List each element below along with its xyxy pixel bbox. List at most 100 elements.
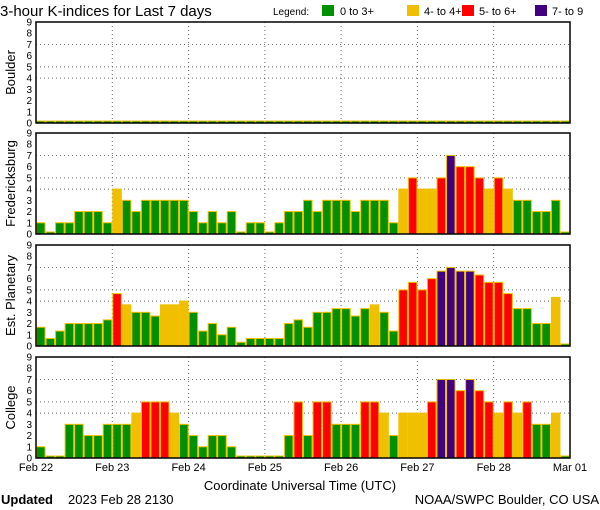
k-index-bar	[531, 211, 542, 235]
y-tick-label: 4	[26, 409, 32, 420]
panels: 0123456789Boulder0123456789Fredericksbur…	[3, 18, 571, 465]
panel-frame	[35, 356, 571, 459]
k-index-bar	[522, 308, 532, 347]
legend-swatch-red	[462, 5, 474, 16]
k-index-bar	[465, 166, 475, 235]
y-tick-label: 0	[26, 342, 32, 353]
k-index-bar	[436, 177, 447, 235]
k-index-bar	[512, 199, 523, 235]
k-index-bar	[426, 188, 437, 235]
k-index-bar	[426, 401, 437, 459]
y-tick-label: 4	[26, 74, 32, 85]
y-tick-label: 4	[26, 185, 32, 196]
k-index-bar	[541, 423, 551, 459]
k-index-bar	[112, 423, 122, 459]
y-tick-label: 6	[26, 51, 32, 62]
k-index-bar	[74, 423, 84, 459]
y-tick-label: 6	[26, 274, 32, 285]
y-tick-label: 7	[26, 263, 32, 274]
k-index-bar	[198, 222, 208, 235]
x-tick-label: Feb 26	[324, 462, 358, 474]
k-index-bar	[255, 337, 265, 347]
k-index-bar	[493, 177, 504, 235]
k-index-bar	[388, 222, 399, 235]
k-index-bar	[188, 435, 199, 459]
y-tick-label: 2	[26, 96, 32, 107]
k-index-bar	[245, 222, 256, 235]
k-index-bar	[446, 266, 456, 347]
y-tick-label: 3	[26, 196, 32, 207]
y-tick-label: 8	[26, 252, 32, 263]
k-index-bar	[64, 323, 75, 347]
k-index-bar	[474, 177, 485, 235]
k-index-bar	[179, 199, 189, 235]
y-tick-label: 8	[26, 140, 32, 151]
legend-swatch-green	[322, 5, 334, 16]
legend-label: Legend:	[273, 7, 309, 18]
updated-label: Updated	[1, 492, 53, 507]
k-index-bar	[159, 401, 170, 459]
k-index-bar	[83, 211, 94, 235]
k-index-bar	[303, 199, 313, 235]
k-index-bar	[274, 337, 284, 347]
y-tick-label: 2	[26, 319, 32, 330]
y-tick-label: 7	[26, 40, 32, 51]
k-index-bar	[64, 222, 75, 235]
updated-value: 2023 Feb 28 2130	[68, 492, 174, 507]
y-tick-label: 9	[26, 18, 32, 29]
k-index-bar	[484, 188, 494, 235]
k-index-bar	[188, 311, 199, 347]
k-index-bar	[446, 378, 456, 459]
k-index-bar	[121, 304, 132, 347]
k-index-bar	[36, 326, 46, 347]
k-index-bar	[465, 270, 475, 347]
k-index-bar	[369, 401, 380, 459]
panel-frame	[35, 132, 571, 235]
k-index-bar	[493, 281, 504, 347]
k-index-bar	[541, 211, 551, 235]
k-index-bar	[360, 308, 370, 347]
k-index-bar	[350, 211, 361, 235]
k-index-bar	[407, 412, 418, 459]
k-index-bar	[550, 199, 561, 235]
y-tick-label: 0	[26, 230, 32, 241]
station-label: College	[3, 385, 18, 429]
legend-item-3: 7- to 9	[552, 6, 583, 18]
station-label: Fredericksburg	[3, 140, 18, 227]
k-index-bar	[369, 304, 380, 347]
x-tick-label: Feb 22	[19, 462, 53, 474]
k-index-bar	[455, 166, 466, 235]
k-index-bar	[131, 211, 141, 235]
k-index-bar	[55, 222, 65, 235]
k-index-bar	[255, 222, 265, 235]
k-index-bar	[207, 435, 218, 459]
k-index-bar	[36, 446, 46, 459]
k-index-bar	[388, 330, 399, 347]
k-index-bar	[522, 401, 532, 459]
k-index-bar	[531, 423, 542, 459]
k-index-bar	[303, 326, 313, 347]
k-index-bar	[198, 446, 208, 459]
legend-swatch-yellow	[407, 5, 419, 16]
k-index-bar	[140, 311, 151, 347]
y-tick-label: 5	[26, 285, 32, 296]
x-tick-label: Feb 25	[248, 462, 282, 474]
x-tick-label: Mar 01	[553, 462, 587, 474]
k-index-bar	[207, 211, 218, 235]
k-index-bar	[169, 412, 180, 459]
k-index-bar	[226, 211, 237, 235]
k-index-bar	[83, 435, 94, 459]
k-index-bar	[159, 304, 170, 347]
k-index-bar	[93, 435, 103, 459]
k-index-bar	[379, 311, 389, 347]
k-index-bar	[550, 296, 561, 347]
k-index-bar	[331, 308, 342, 347]
x-axis-title: Coordinate Universal Time (UTC)	[204, 478, 396, 493]
k-index-bar	[150, 315, 160, 347]
k-index-bar	[217, 222, 227, 235]
y-tick-label: 6	[26, 386, 32, 397]
k-index-bar	[398, 289, 408, 347]
k-index-bar	[426, 278, 437, 347]
